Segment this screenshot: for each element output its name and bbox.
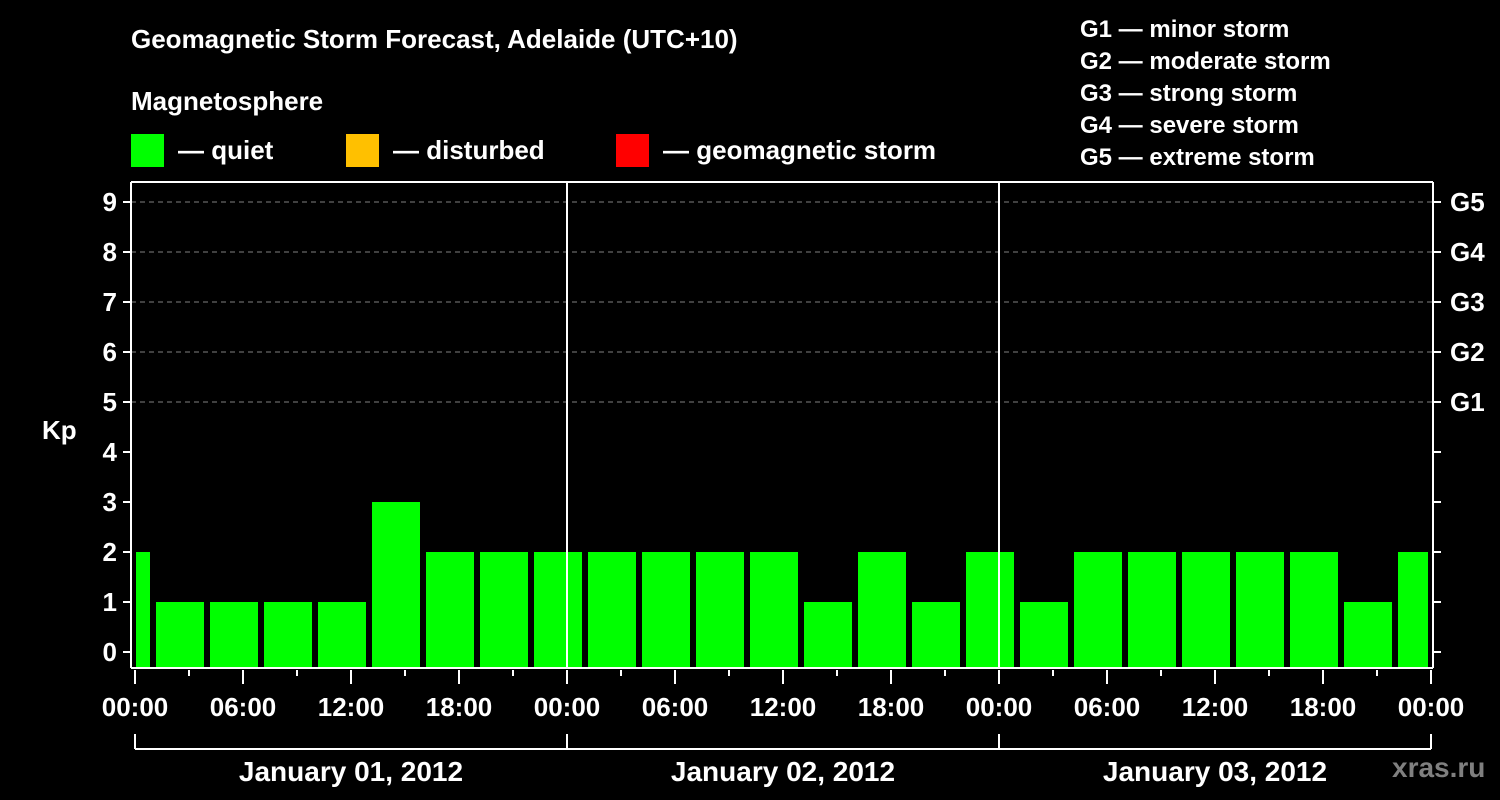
svg-text:18:00: 18:00 <box>1290 692 1357 722</box>
disturbed-swatch <box>346 133 379 167</box>
svg-text:06:00: 06:00 <box>210 692 277 722</box>
kp-bar <box>642 552 690 668</box>
svg-text:9: 9 <box>103 187 117 217</box>
g1-legend: G1 — minor storm <box>1080 16 1290 43</box>
kp-bar <box>136 552 150 668</box>
svg-text:0: 0 <box>103 637 117 667</box>
kp-bar <box>966 552 1014 668</box>
legend-disturbed: — disturbed <box>346 133 545 167</box>
svg-text:8: 8 <box>103 237 117 267</box>
svg-text:1: 1 <box>103 587 117 617</box>
kp-bar <box>210 602 258 668</box>
svg-text:2: 2 <box>103 537 117 567</box>
kp-bar <box>1182 552 1230 668</box>
kp-bar <box>156 602 204 668</box>
axis-labels: 0 1 2 3 4 5 6 7 8 9 Kp G1 G2 G3 G4 G5 00:00 06:00 12:00 18:… <box>42 187 1485 787</box>
svg-text:G3: G3 <box>1450 287 1485 317</box>
svg-text:Kp: Kp <box>42 415 77 445</box>
kp-bar <box>264 602 312 668</box>
legend-quiet-label: — quiet <box>178 134 274 165</box>
kp-bar <box>858 552 906 668</box>
kp-bar <box>480 552 528 668</box>
legend-storm: — geomagnetic storm <box>616 133 936 167</box>
kp-bar <box>1074 552 1122 668</box>
svg-text:G4: G4 <box>1450 237 1485 267</box>
svg-text:00:00: 00:00 <box>966 692 1033 722</box>
legend-disturbed-label: — disturbed <box>393 134 545 165</box>
svg-text:12:00: 12:00 <box>1182 692 1249 722</box>
kp-bar <box>372 502 420 668</box>
kp-bar <box>318 602 366 668</box>
svg-text:4: 4 <box>103 437 118 467</box>
kp-bar <box>534 552 582 668</box>
g-scale-legend: G1 — minor storm G2 — moderate storm G3 … <box>1080 14 1331 174</box>
svg-text:G5: G5 <box>1450 187 1485 217</box>
svg-text:6: 6 <box>103 337 117 367</box>
grid-lines <box>131 201 1433 403</box>
svg-text:G2: G2 <box>1450 337 1485 367</box>
watermark: xras.ru <box>1392 752 1486 783</box>
kp-bar <box>588 552 636 668</box>
svg-text:00:00: 00:00 <box>534 692 601 722</box>
kp-bar <box>1020 602 1068 668</box>
kp-bars <box>136 502 1428 668</box>
kp-bar <box>750 552 798 668</box>
svg-text:3: 3 <box>103 487 117 517</box>
axes <box>123 181 1441 750</box>
svg-text:12:00: 12:00 <box>750 692 817 722</box>
svg-text:12:00: 12:00 <box>318 692 385 722</box>
svg-text:00:00: 00:00 <box>1398 692 1465 722</box>
svg-text:18:00: 18:00 <box>858 692 925 722</box>
legend-storm-label: — geomagnetic storm <box>663 134 937 165</box>
chart-title: Geomagnetic Storm Forecast, Adelaide (UT… <box>131 24 738 54</box>
svg-text:06:00: 06:00 <box>642 692 709 722</box>
svg-text:7: 7 <box>103 287 117 317</box>
svg-text:00:00: 00:00 <box>102 692 169 722</box>
storm-swatch <box>616 133 649 167</box>
svg-text:5: 5 <box>103 387 117 417</box>
kp-bar <box>804 602 852 668</box>
g3-legend: G3 — strong storm <box>1080 80 1298 107</box>
svg-text:January 02, 2012: January 02, 2012 <box>671 756 895 787</box>
g2-legend: G2 — moderate storm <box>1080 48 1331 75</box>
legend-heading: Magnetosphere <box>131 86 324 116</box>
kp-bar <box>1128 552 1176 668</box>
kp-bar <box>426 552 474 668</box>
svg-text:January 03, 2012: January 03, 2012 <box>1103 756 1327 787</box>
svg-text:G1: G1 <box>1450 387 1485 417</box>
kp-bar <box>1344 602 1392 668</box>
kp-bar <box>696 552 744 668</box>
kp-bar <box>1290 552 1338 668</box>
svg-text:18:00: 18:00 <box>426 692 493 722</box>
svg-text:06:00: 06:00 <box>1074 692 1141 722</box>
svg-text:January 01, 2012: January 01, 2012 <box>239 756 463 787</box>
kp-bar <box>1236 552 1284 668</box>
legend-quiet: — quiet <box>131 133 273 167</box>
kp-bar <box>912 602 960 668</box>
quiet-swatch <box>131 133 164 167</box>
kp-bar <box>1398 552 1428 668</box>
g4-legend: G4 — severe storm <box>1080 112 1299 139</box>
g5-legend: G5 — extreme storm <box>1080 144 1315 171</box>
